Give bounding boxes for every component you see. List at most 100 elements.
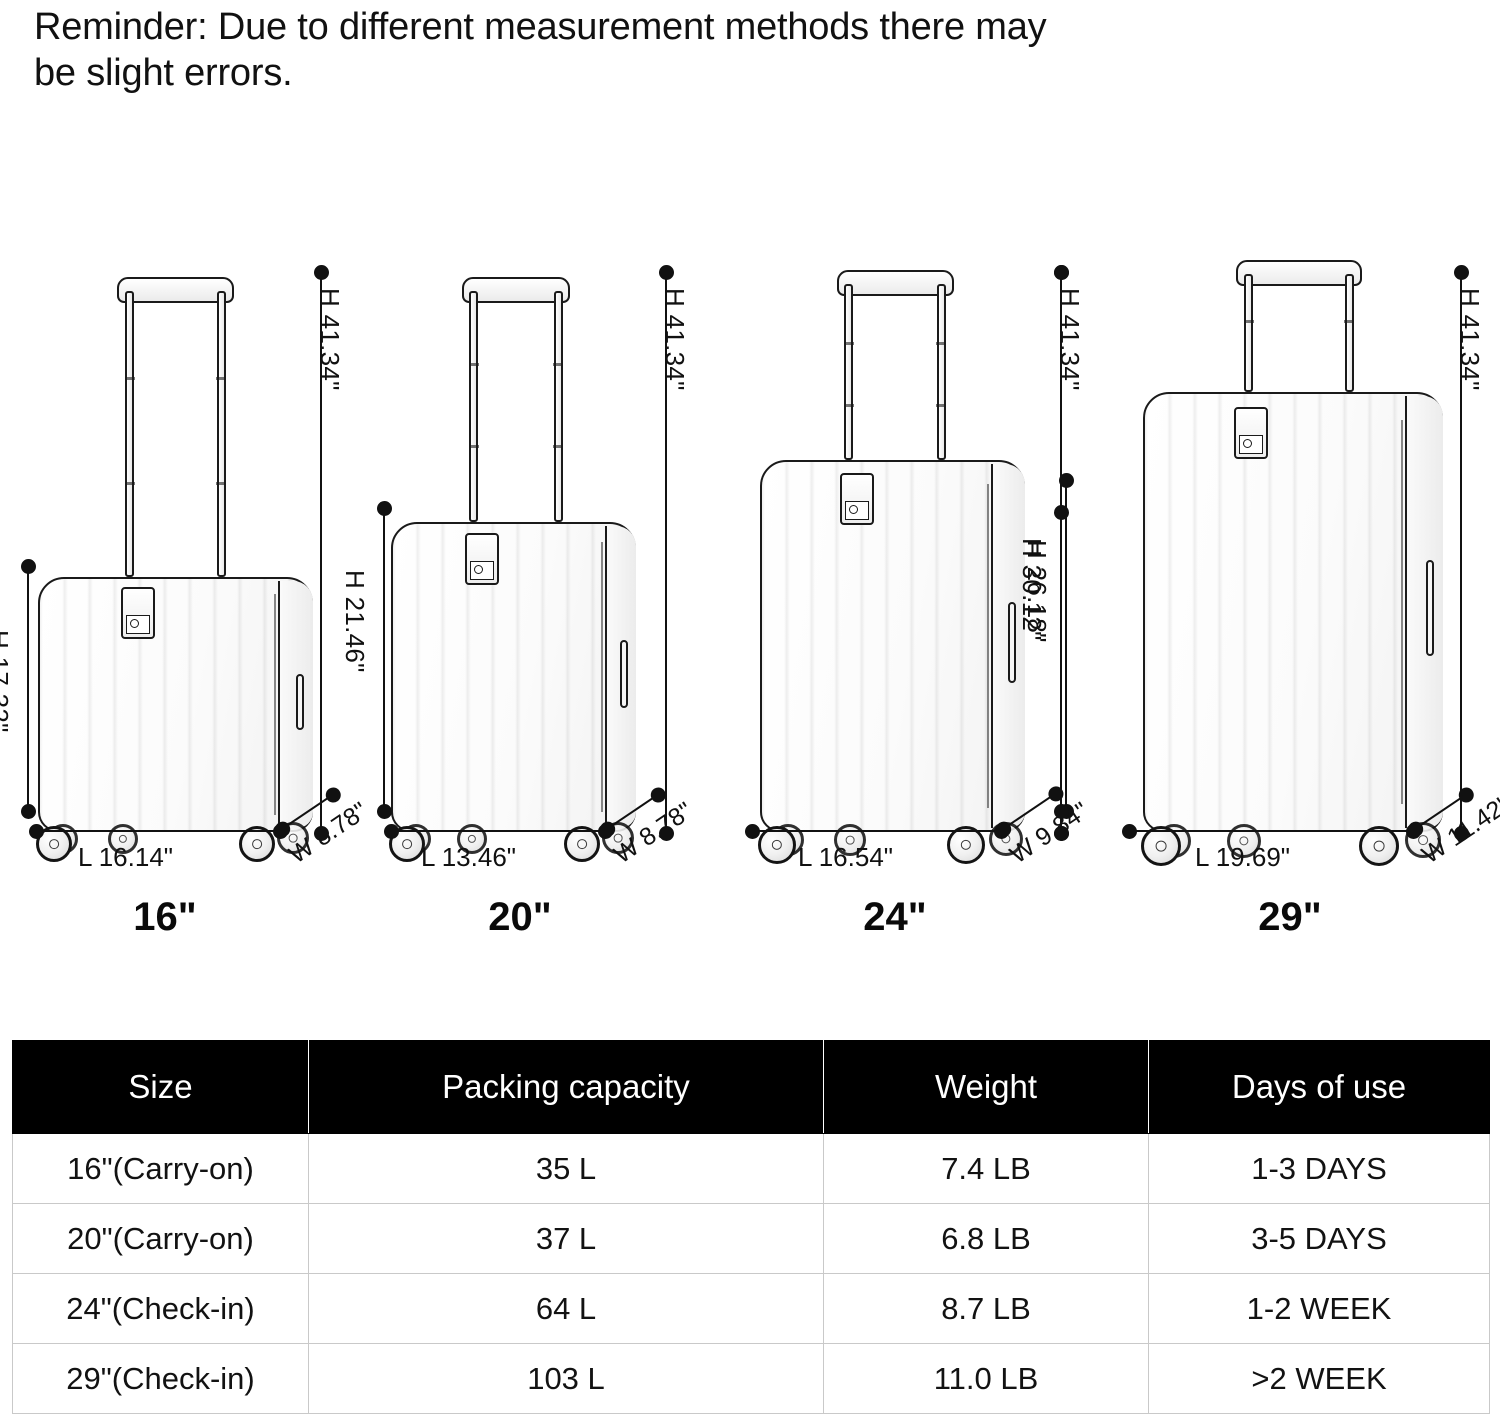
handle-bar-left	[124, 291, 134, 577]
table-header-row: Size Packing capacity Weight Days of use	[12, 1040, 1490, 1134]
cell-weight: 6.8 LB	[823, 1203, 1149, 1274]
wheel-rear-right	[834, 824, 866, 856]
dimension-label-body-height-20: H 21.46"	[340, 570, 370, 673]
wheel-front-right	[1359, 826, 1399, 866]
handle-joint	[469, 363, 479, 366]
dimension-line-handle-height-16	[313, 265, 329, 841]
brand-badge-icon	[126, 614, 151, 634]
handle-joint	[1244, 320, 1254, 323]
product-group-29: H 30.12" L 19.69" W 11.42" H 41.34"	[1017, 250, 1500, 950]
size-caption-20: 20"	[488, 895, 552, 939]
handle-joint	[845, 342, 855, 345]
handle-joint	[936, 342, 946, 345]
table-row: 29"(Check-in) 103 L 11.0 LB >2 WEEK	[12, 1343, 1490, 1414]
suitcase-shell	[1143, 392, 1443, 832]
cell-capacity: 35 L	[308, 1133, 824, 1204]
suitcase-shell	[391, 522, 636, 832]
zipper-line	[273, 594, 276, 815]
handle-grip-icon	[1235, 260, 1363, 286]
table-row: 16"(Carry-on) 35 L 7.4 LB 1-3 DAYS	[12, 1133, 1490, 1204]
dimension-label-handle-height-24: H 41.34"	[1055, 288, 1085, 391]
dimension-line-handle-height-20	[658, 265, 674, 841]
dimension-label-length-20: L 13.46"	[421, 842, 517, 872]
telescoping-handle-29	[1233, 260, 1365, 392]
cell-days: 1-3 DAYS	[1148, 1133, 1490, 1204]
handle-joint	[1344, 320, 1354, 323]
suitcase-side-panel	[277, 581, 313, 828]
suitcase-side-panel	[1404, 396, 1443, 828]
product-group-24: H 26.18" L 16.54" W 9.84" H 41.34"	[720, 250, 1120, 950]
handle-grip-icon	[836, 270, 954, 296]
handle-bar-left	[468, 291, 478, 522]
dimension-line-body-height-20	[376, 501, 392, 819]
dimension-line-body-height-24	[1058, 473, 1074, 819]
wheel-rear-right	[457, 824, 487, 854]
tsa-lock-icon	[840, 473, 875, 526]
size-caption-16: 16"	[133, 895, 197, 939]
handle-bar-right	[217, 291, 227, 577]
wheel-front-right	[239, 826, 275, 862]
dimension-line-handle-height-29-left	[1053, 265, 1069, 841]
cell-size: 20"(Carry-on)	[12, 1203, 309, 1274]
suitcase-16	[36, 277, 313, 862]
table-row: 24"(Check-in) 64 L 8.7 LB 1-2 WEEK	[12, 1273, 1490, 1344]
cell-weight: 7.4 LB	[823, 1133, 1149, 1204]
wheel-rear-right	[1227, 824, 1261, 858]
column-header-weight: Weight	[823, 1040, 1149, 1134]
handle-joint	[936, 404, 946, 407]
cell-capacity: 64 L	[308, 1273, 824, 1344]
brand-badge-icon	[470, 561, 495, 581]
dimension-label-handle-height-20: H 41.34"	[660, 288, 690, 391]
handle-bar-right	[937, 284, 947, 460]
zipper-line	[600, 542, 603, 812]
spinner-wheels-20	[389, 818, 636, 862]
tsa-lock-icon	[465, 533, 500, 586]
brand-badge-icon	[1238, 435, 1263, 455]
side-carry-handle	[296, 674, 305, 730]
cell-days: 3-5 DAYS	[1148, 1203, 1490, 1274]
cell-weight: 11.0 LB	[823, 1343, 1149, 1414]
dimension-line-handle-height-29	[1453, 265, 1469, 841]
dimension-label-length-29: L 19.69"	[1195, 842, 1291, 872]
suitcase-illustration-row: H 17.32" L 16.14" W 8.78" H 41.34"	[0, 250, 1500, 950]
telescoping-handle-24	[834, 270, 956, 460]
handle-bar-right	[1345, 274, 1355, 392]
handle-joint	[216, 482, 226, 485]
suitcase-shell	[38, 577, 313, 832]
wheel-rear-right	[108, 824, 138, 854]
column-header-days-of-use: Days of use	[1148, 1040, 1490, 1134]
cell-days: 1-2 WEEK	[1148, 1273, 1490, 1344]
suitcase-shell	[760, 460, 1025, 832]
column-header-size: Size	[12, 1040, 309, 1134]
size-caption-24: 24"	[863, 895, 927, 939]
handle-joint	[125, 482, 135, 485]
side-carry-handle	[1008, 601, 1017, 683]
spinner-wheels-16	[36, 818, 313, 862]
suitcase-20	[389, 277, 636, 862]
suitcase-24	[758, 270, 1025, 864]
dimension-label-handle-height-16: H 41.34"	[315, 288, 345, 391]
cell-capacity: 103 L	[308, 1343, 824, 1414]
wheel-front-left	[758, 826, 796, 864]
product-group-16: H 17.32" L 16.14" W 8.78" H 41.34"	[0, 250, 375, 950]
cell-size: 16"(Carry-on)	[12, 1133, 309, 1204]
telescoping-handle-20	[460, 277, 573, 522]
handle-bar-left	[843, 284, 853, 460]
tsa-lock-icon	[1233, 407, 1268, 460]
size-caption-29: 29"	[1258, 895, 1322, 939]
handle-bar-right	[554, 291, 564, 522]
handle-joint	[469, 445, 479, 448]
suitcase-side-panel	[991, 464, 1025, 828]
dimension-label-length-24: L 16.54"	[798, 842, 894, 872]
brand-badge-icon	[845, 501, 870, 521]
handle-grip-icon	[117, 277, 234, 303]
zipper-line	[987, 484, 990, 808]
wheel-front-right	[564, 826, 600, 862]
specification-table: Size Packing capacity Weight Days of use…	[12, 1040, 1490, 1414]
dimension-line-body-height-16	[20, 559, 36, 819]
suitcase-29	[1141, 260, 1443, 866]
dimension-label-body-height-16: H 17.32"	[0, 630, 14, 733]
zipper-line	[1400, 420, 1403, 804]
dimension-label-body-height-29: H 30.12"	[1017, 538, 1047, 641]
